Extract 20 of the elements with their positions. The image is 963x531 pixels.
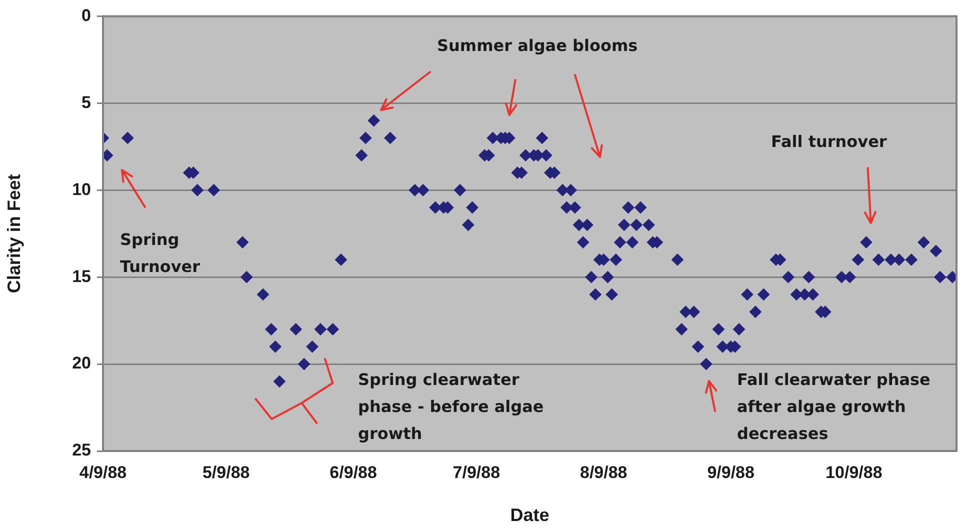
annotation: Summer algae blooms xyxy=(437,35,639,57)
x-axis-title: Date xyxy=(510,505,550,526)
y-tick-label: 0 xyxy=(82,6,91,25)
annotation: Spring clearwater phase - before algae growth xyxy=(358,369,545,445)
annotation: Fall turnover xyxy=(771,131,888,153)
x-tick-label: 9/9/88 xyxy=(707,462,754,482)
x-tick-label: 4/9/88 xyxy=(79,462,127,482)
annotation: Spring Turnover xyxy=(120,229,201,278)
x-tick-label: 5/9/88 xyxy=(202,462,250,482)
x-tick-label: 10/9/88 xyxy=(826,462,882,482)
annotation: Fall clearwater phase after algae growth decreases xyxy=(737,369,932,445)
y-tick-label: 20 xyxy=(72,354,91,373)
y-axis-title: Clarity in Feet xyxy=(4,174,24,294)
y-tick-label: 25 xyxy=(72,440,91,460)
x-tick-label: 6/9/88 xyxy=(330,462,377,482)
y-tick-label: 10 xyxy=(72,180,91,199)
y-tick-label: 15 xyxy=(72,266,91,286)
x-tick-label: 8/9/88 xyxy=(580,462,628,482)
x-tick-label: 7/9/88 xyxy=(452,462,500,482)
y-tick-label: 5 xyxy=(82,92,91,112)
